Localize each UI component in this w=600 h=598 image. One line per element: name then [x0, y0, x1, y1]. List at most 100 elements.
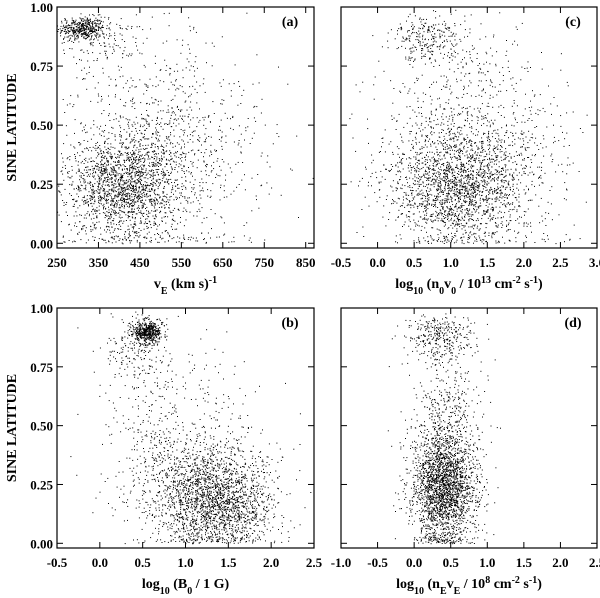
data-point — [124, 331, 126, 333]
data-point — [242, 484, 243, 486]
data-point — [77, 170, 79, 172]
data-point — [193, 187, 195, 189]
data-point — [114, 196, 116, 197]
data-point — [92, 197, 94, 199]
data-point — [130, 167, 132, 169]
data-point — [266, 182, 268, 184]
data-point — [169, 67, 171, 69]
data-point — [86, 50, 88, 52]
data-point — [119, 204, 121, 206]
data-point — [137, 355, 139, 357]
data-point — [243, 451, 245, 453]
data-point — [132, 186, 134, 188]
data-point — [197, 149, 199, 151]
data-point — [202, 461, 204, 463]
data-point — [146, 90, 148, 91]
data-point — [194, 130, 196, 132]
data-point — [145, 84, 147, 86]
data-point — [178, 513, 179, 515]
data-point — [156, 330, 158, 331]
data-point — [167, 450, 169, 452]
data-point — [129, 231, 130, 233]
data-point — [98, 199, 100, 201]
data-point — [87, 18, 88, 20]
data-point — [220, 509, 222, 511]
data-point — [195, 499, 197, 501]
data-point — [150, 224, 152, 226]
data-point — [260, 112, 262, 114]
data-point — [141, 335, 143, 337]
data-point — [143, 64, 145, 66]
data-point — [134, 328, 136, 330]
data-point — [108, 161, 109, 163]
data-point — [70, 29, 72, 31]
data-point — [161, 512, 163, 514]
data-point — [152, 85, 154, 87]
data-point — [195, 240, 197, 242]
data-point — [142, 337, 144, 339]
data-point — [66, 21, 68, 23]
data-point — [153, 191, 155, 193]
data-point — [169, 204, 171, 206]
data-point — [150, 198, 152, 200]
data-point — [205, 540, 207, 542]
data-point — [184, 115, 186, 117]
data-point — [229, 542, 231, 544]
data-point — [220, 85, 222, 87]
data-point — [214, 525, 216, 527]
data-point — [201, 518, 202, 520]
data-point — [87, 166, 89, 168]
data-point — [120, 361, 122, 363]
x-tick-label: 650 — [213, 255, 233, 270]
data-point — [233, 83, 235, 85]
data-point — [133, 151, 135, 153]
data-point — [107, 160, 109, 162]
data-point — [88, 19, 90, 21]
data-point — [260, 185, 262, 187]
data-point — [247, 118, 249, 119]
data-point — [114, 153, 116, 155]
data-point — [59, 191, 61, 193]
data-point — [102, 21, 104, 23]
data-point — [241, 471, 243, 473]
data-point — [93, 171, 94, 173]
data-point — [154, 62, 156, 64]
data-point — [122, 346, 124, 348]
data-point — [139, 187, 141, 188]
data-point — [130, 152, 131, 154]
data-point — [123, 180, 125, 182]
data-point — [121, 336, 123, 338]
data-point — [138, 166, 140, 168]
data-point — [169, 139, 171, 141]
data-point — [233, 515, 235, 517]
data-point — [158, 131, 160, 133]
data-point — [131, 100, 133, 102]
data-point — [189, 502, 191, 504]
data-point — [136, 233, 138, 234]
data-point — [62, 28, 64, 29]
data-point — [76, 36, 78, 38]
data-point — [139, 330, 141, 332]
data-point — [101, 168, 102, 170]
data-point — [129, 492, 131, 494]
data-point — [80, 18, 82, 20]
data-point — [194, 473, 196, 475]
data-point — [227, 495, 228, 497]
data-point — [156, 377, 158, 379]
data-point — [141, 214, 143, 216]
data-point — [203, 124, 205, 126]
data-point — [155, 326, 156, 328]
data-point — [174, 496, 176, 497]
data-point — [145, 168, 147, 170]
data-point — [67, 30, 69, 31]
data-point — [180, 507, 182, 509]
data-point — [75, 200, 77, 202]
data-point — [249, 522, 251, 524]
data-point — [174, 179, 176, 181]
data-point — [152, 165, 154, 167]
data-point — [75, 23, 77, 25]
data-point — [123, 201, 125, 203]
data-point — [156, 333, 158, 335]
data-point — [136, 196, 138, 198]
data-point — [182, 521, 184, 523]
